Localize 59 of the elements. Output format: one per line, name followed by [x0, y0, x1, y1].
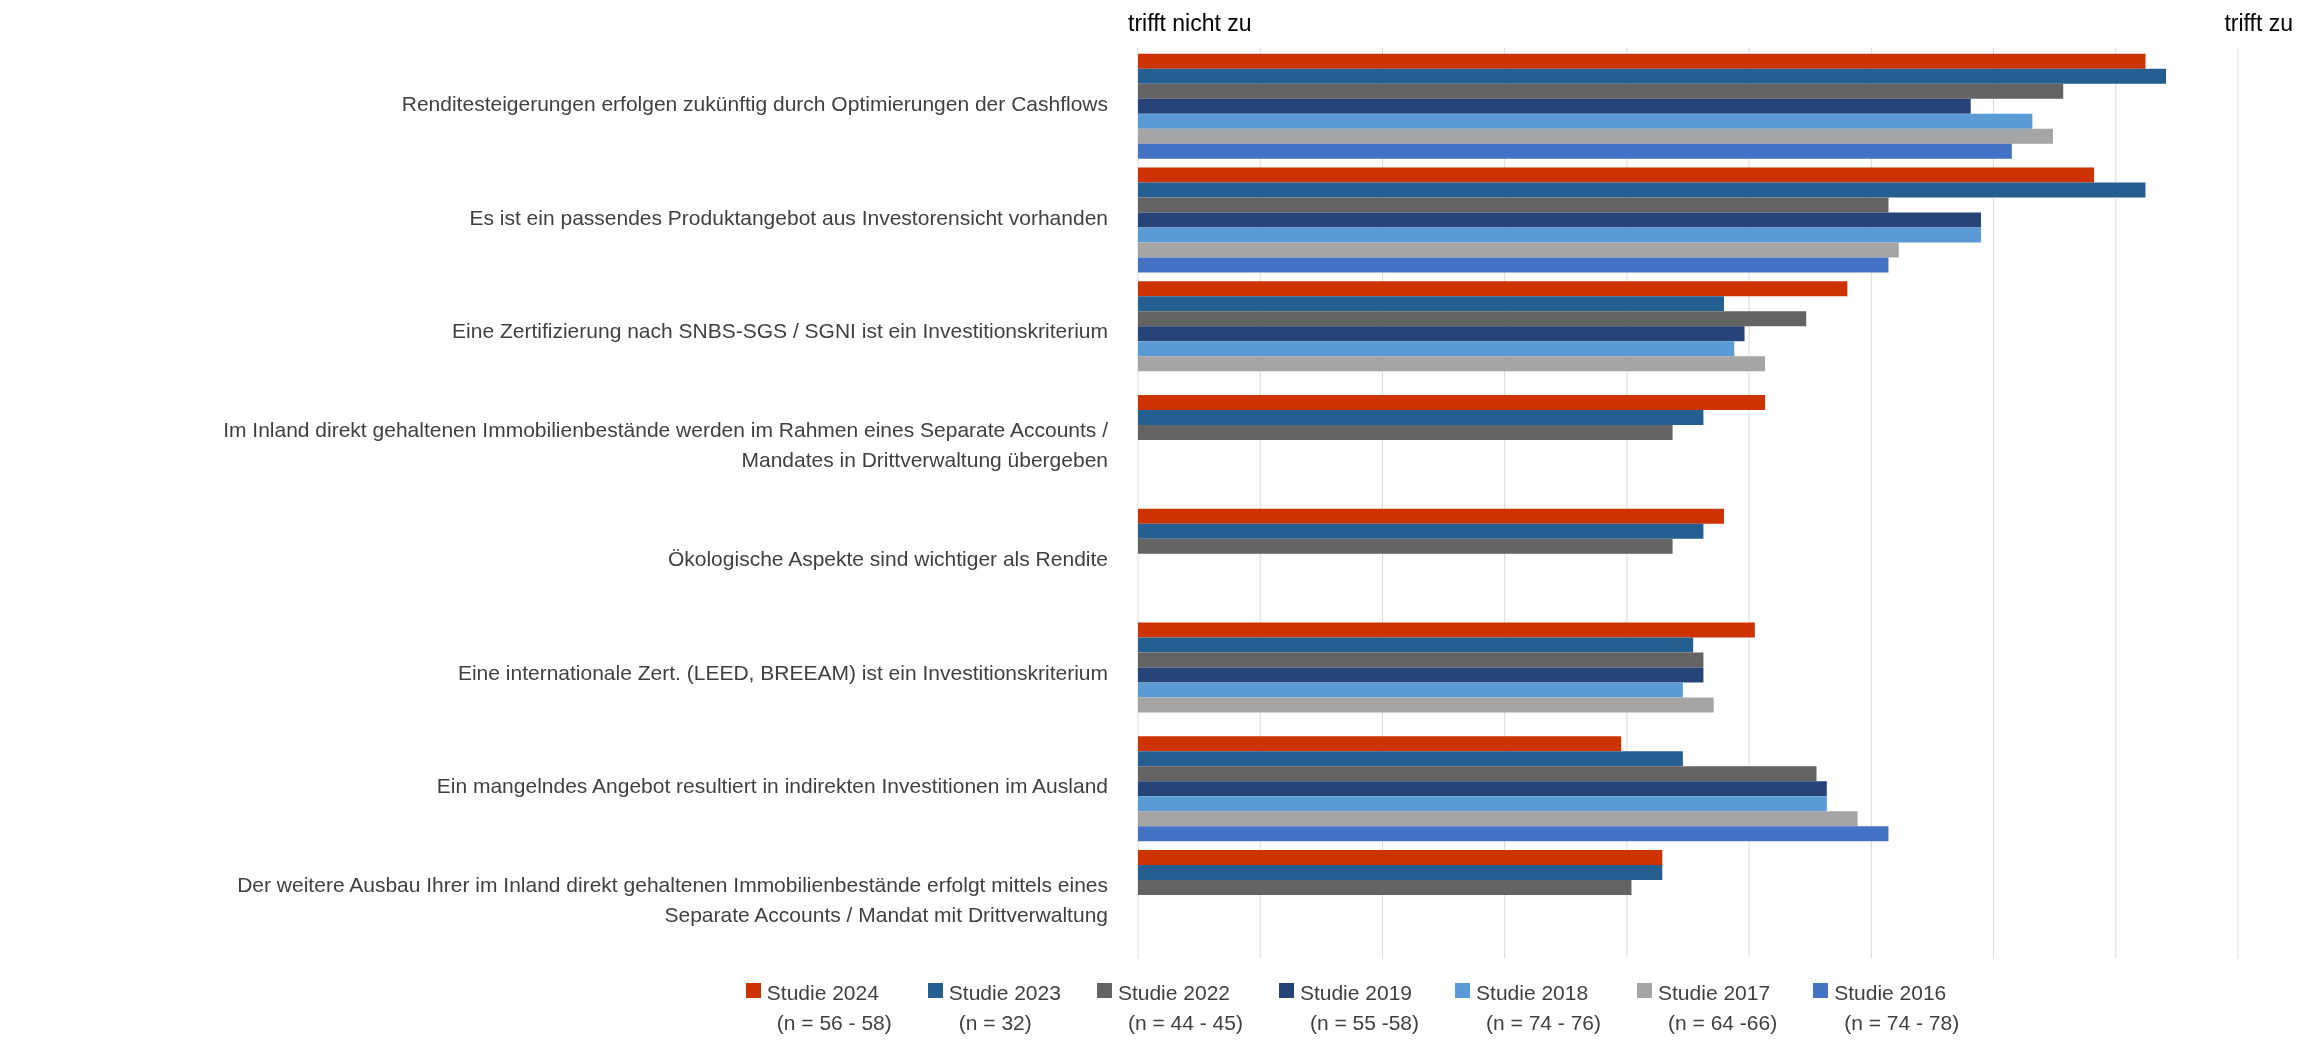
bar — [1138, 167, 2095, 183]
y-tick-label: Ökologische Aspekte sind wichtiger als Rendite — [667, 546, 1108, 570]
bar — [1138, 538, 1673, 554]
legend-label: Studie 2023 (n = 32) — [948, 980, 1061, 1036]
bar — [1138, 296, 1724, 312]
bar — [1138, 736, 1622, 752]
y-tick-label: Im Inland direkt gehaltenen Immobilienbestände werden im Rahmen eines Separate Accounts / Mandates in Drittverwaltung übergeben — [223, 417, 1109, 471]
bar — [1138, 53, 2146, 69]
bar — [1138, 622, 1755, 638]
legend-label: Studie 2017 (n = 64 -66) — [1658, 980, 1778, 1036]
bar — [1138, 523, 1704, 539]
bar — [1138, 879, 1632, 895]
bar — [1138, 341, 1735, 357]
bar — [1138, 424, 1673, 440]
bar — [1138, 212, 1981, 228]
bar — [1138, 781, 1827, 797]
bar — [1138, 766, 1817, 782]
text: trifft zu — [2224, 10, 2293, 37]
text: trifft nicht zu — [1128, 10, 1252, 37]
y-tick-label: Es ist ein passendes Produktangebot aus Investorensicht vorhanden — [469, 205, 1108, 229]
bar — [1138, 68, 2167, 84]
bar — [1138, 143, 2012, 159]
bar — [1138, 864, 1663, 880]
bar — [1138, 356, 1766, 372]
bar — [1138, 227, 1981, 243]
bar — [1138, 508, 1724, 524]
bar — [1138, 83, 2064, 99]
bar — [1138, 796, 1827, 812]
bar — [1138, 113, 2033, 129]
bar — [1138, 394, 1766, 410]
bar — [1138, 751, 1683, 767]
bar — [1138, 326, 1745, 342]
y-tick-label: Eine internationale Zert. (LEED, BREEAM) ist ein Investitionskriterium — [457, 660, 1108, 684]
y-tick-label: Eine Zertifizierung nach SNBS-SGS / SGNI ist ein Investitionskriterium — [452, 318, 1108, 342]
legend-label: Studie 2016 (n = 74 - 78) — [1834, 980, 1960, 1036]
legend-label: Studie 2024 (n = 56 - 58) — [766, 980, 892, 1036]
y-tick-label: Ein mangelndes Angebot resultiert in indirekten Investitionen im Ausland — [436, 773, 1108, 797]
bar — [1138, 697, 1714, 713]
bar — [1138, 849, 1663, 865]
y-tick-label: Renditesteigerungen erfolgen zukünftig durch Optimierungen der Cashflows — [401, 91, 1108, 115]
bar — [1138, 637, 1694, 653]
bar — [1138, 652, 1704, 668]
bar — [1138, 98, 1971, 114]
bar — [1138, 281, 1848, 297]
bar — [1138, 811, 1858, 827]
bar — [1138, 409, 1704, 425]
bar — [1138, 667, 1704, 683]
legend-label: Studie 2019 (n = 55 -58) — [1299, 980, 1420, 1036]
bar — [1138, 826, 1889, 842]
y-tick-label: Der weitere Ausbau Ihrer im Inland direkt gehaltenen Immobilienbestände erfolgt mittels eines Separate Accounts / Mandat mit Drittverwaltung — [237, 872, 1108, 926]
legend-label: Studie 2022 (n = 44 - 45) — [1117, 980, 1243, 1036]
bar — [1138, 242, 1899, 258]
bar — [1138, 182, 2146, 198]
bar — [1138, 257, 1889, 273]
bar — [1138, 197, 1889, 213]
bar — [1138, 682, 1683, 698]
bar — [1138, 311, 1807, 327]
legend-label: Studie 2018 (n = 74 - 76) — [1476, 980, 1602, 1036]
bar — [1138, 128, 2053, 144]
